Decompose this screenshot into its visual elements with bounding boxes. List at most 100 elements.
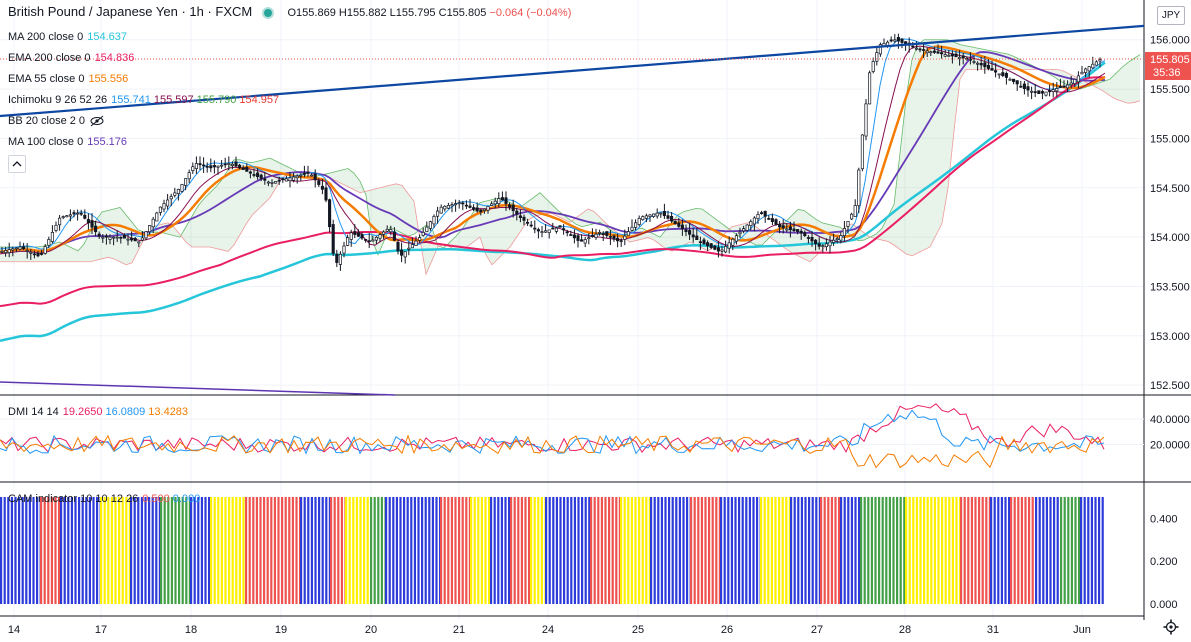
cam-bar	[668, 497, 671, 604]
candle-body	[439, 206, 443, 214]
candle-body	[925, 50, 929, 54]
cam-bar	[899, 497, 902, 604]
cam-bar	[718, 497, 721, 604]
cam-bar	[385, 497, 388, 604]
legend-ma-5[interactable]: MA 100 close 0 155.176	[8, 135, 130, 149]
time-tick-label: 26	[721, 624, 733, 636]
cam-bar	[808, 497, 811, 604]
candle-body	[1048, 90, 1052, 93]
cam-bar	[513, 497, 516, 604]
candle-body	[1015, 80, 1019, 85]
high-value: H155.882	[338, 7, 387, 19]
candle-body	[14, 247, 18, 250]
cam-bar	[697, 497, 700, 604]
cam-bar	[858, 497, 861, 604]
symbol-name[interactable]: British Pound / Japanese Yen · 1h · FXCM	[8, 4, 253, 19]
cam-bar	[818, 497, 821, 604]
candle-body	[245, 166, 249, 172]
hidden-eye-icon[interactable]	[89, 115, 105, 127]
legend-cam-label: CAM indicator 10 10 12 26	[8, 493, 139, 505]
cam-bar	[804, 497, 807, 604]
candle-body	[518, 215, 522, 219]
cam-bar	[850, 497, 853, 604]
candle-body	[338, 253, 342, 265]
legend-ma-0[interactable]: MA 200 close 0 154.637	[8, 30, 130, 44]
candle-body	[1008, 78, 1012, 81]
cam-bar	[1056, 497, 1059, 604]
candle-body	[900, 38, 904, 43]
candle-body	[1033, 91, 1037, 93]
cam-bar	[923, 497, 926, 604]
gear-icon[interactable]	[1163, 619, 1179, 635]
candle-body	[533, 227, 537, 230]
candle-body	[36, 252, 40, 257]
candle-body	[608, 236, 612, 238]
cam-bar	[756, 497, 759, 604]
legend-ichimoku-3[interactable]: Ichimoku 9 26 52 26 155.741 155.597 155.790…	[8, 93, 282, 107]
candle-body	[410, 244, 414, 249]
cam-bar	[197, 497, 200, 604]
candle-body	[558, 225, 562, 228]
cam-bar	[1078, 497, 1081, 604]
cam-bar	[1080, 497, 1083, 604]
cam-tick-label: 0.400	[1150, 513, 1178, 525]
cam-bar	[50, 497, 53, 604]
legend-bb-4[interactable]: BB 20 close 2 0	[8, 114, 105, 128]
cam-bar	[255, 497, 258, 604]
legend-ema-1[interactable]: EMA 200 close 0 154.836	[8, 51, 137, 65]
cam-bar	[263, 497, 266, 604]
candle-body	[936, 51, 940, 54]
cam-bar	[870, 497, 873, 604]
candle-body	[770, 218, 774, 222]
candle-body	[428, 221, 432, 229]
collapse-legend-button[interactable]	[8, 155, 26, 173]
candle-body	[259, 174, 263, 179]
cam-bar	[185, 497, 188, 604]
cam-bar	[715, 497, 718, 604]
candle-body	[58, 217, 62, 226]
cam-bar	[645, 497, 648, 604]
trendline-upper	[0, 24, 1145, 118]
candle-body	[288, 177, 292, 181]
legend-cam[interactable]: CAM indicator 10 10 12 26 0.500 0.000	[8, 492, 203, 506]
ma100-line	[0, 51, 1106, 253]
candle-body	[842, 228, 846, 237]
candle-body	[778, 223, 782, 228]
candle-body	[382, 231, 386, 235]
cam-bar	[843, 497, 846, 604]
cam-bar	[1035, 497, 1038, 604]
candle-body	[738, 231, 742, 235]
cam-bar	[508, 497, 511, 604]
candle-body	[835, 238, 839, 241]
candle-body	[677, 222, 681, 227]
cam-bar	[440, 497, 443, 604]
cam-bar	[896, 497, 899, 604]
candle-body	[554, 227, 558, 232]
legend-ema-2[interactable]: EMA 55 close 0 155.556	[8, 72, 131, 86]
candle-body	[108, 236, 112, 240]
cam-bar	[355, 497, 358, 604]
cam-bar	[537, 497, 540, 604]
candle-body	[209, 165, 213, 169]
cam-bar	[273, 497, 276, 604]
legend-dmi[interactable]: DMI 14 14 19.2650 16.0809 13.4283	[8, 405, 191, 419]
candle-body	[860, 134, 864, 170]
candle-body	[151, 218, 155, 228]
cam-bar	[711, 497, 714, 604]
cam-bar	[380, 497, 383, 604]
candle-body	[119, 236, 123, 239]
candle-body	[997, 73, 1001, 76]
candle-body	[115, 236, 119, 239]
cam-bar	[1060, 497, 1063, 604]
cam-bar	[611, 497, 614, 604]
cam-bar	[634, 497, 637, 604]
cam-bar	[981, 497, 984, 604]
cam-bar	[163, 497, 166, 604]
candle-body	[364, 239, 368, 241]
cam-bar	[208, 497, 211, 604]
cam-bar	[43, 497, 46, 604]
legend-dmi-value: 19.2650	[62, 406, 103, 418]
candle-body	[1019, 85, 1023, 88]
currency-button[interactable]: JPY	[1157, 6, 1185, 25]
